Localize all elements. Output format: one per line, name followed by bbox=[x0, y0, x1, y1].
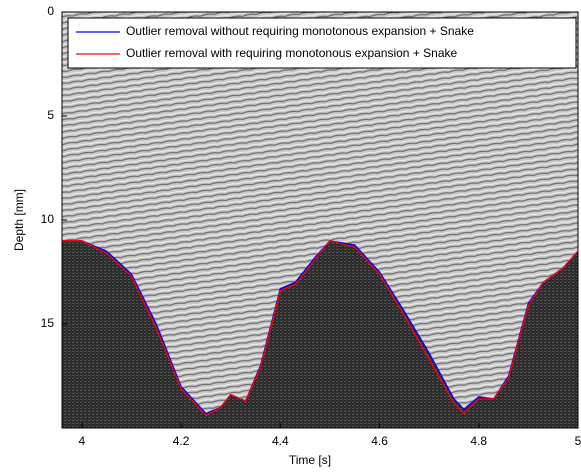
x-tick-label: 4 bbox=[79, 434, 86, 448]
series-line bbox=[62, 240, 578, 417]
x-tick-label: 4.2 bbox=[173, 434, 190, 448]
x-tick-label: 4.6 bbox=[371, 434, 388, 448]
y-tick-label: 0 bbox=[47, 4, 54, 18]
legend-label: Outlier removal without requiring monoto… bbox=[126, 24, 474, 38]
legend-label: Outlier removal with requiring monotonou… bbox=[126, 46, 458, 60]
x-tick-label: 5 bbox=[575, 434, 581, 448]
y-tick-label: 15 bbox=[41, 316, 55, 330]
x-tick-label: 4.8 bbox=[470, 434, 487, 448]
x-axis-label: Time [s] bbox=[289, 453, 331, 467]
legend-box bbox=[67, 17, 577, 69]
tissue-region bbox=[62, 240, 578, 428]
y-tick-label: 10 bbox=[41, 212, 55, 226]
y-tick-label: 5 bbox=[47, 108, 54, 122]
x-tick-label: 4.4 bbox=[272, 434, 289, 448]
y-axis-label: Depth [mm] bbox=[12, 189, 26, 251]
